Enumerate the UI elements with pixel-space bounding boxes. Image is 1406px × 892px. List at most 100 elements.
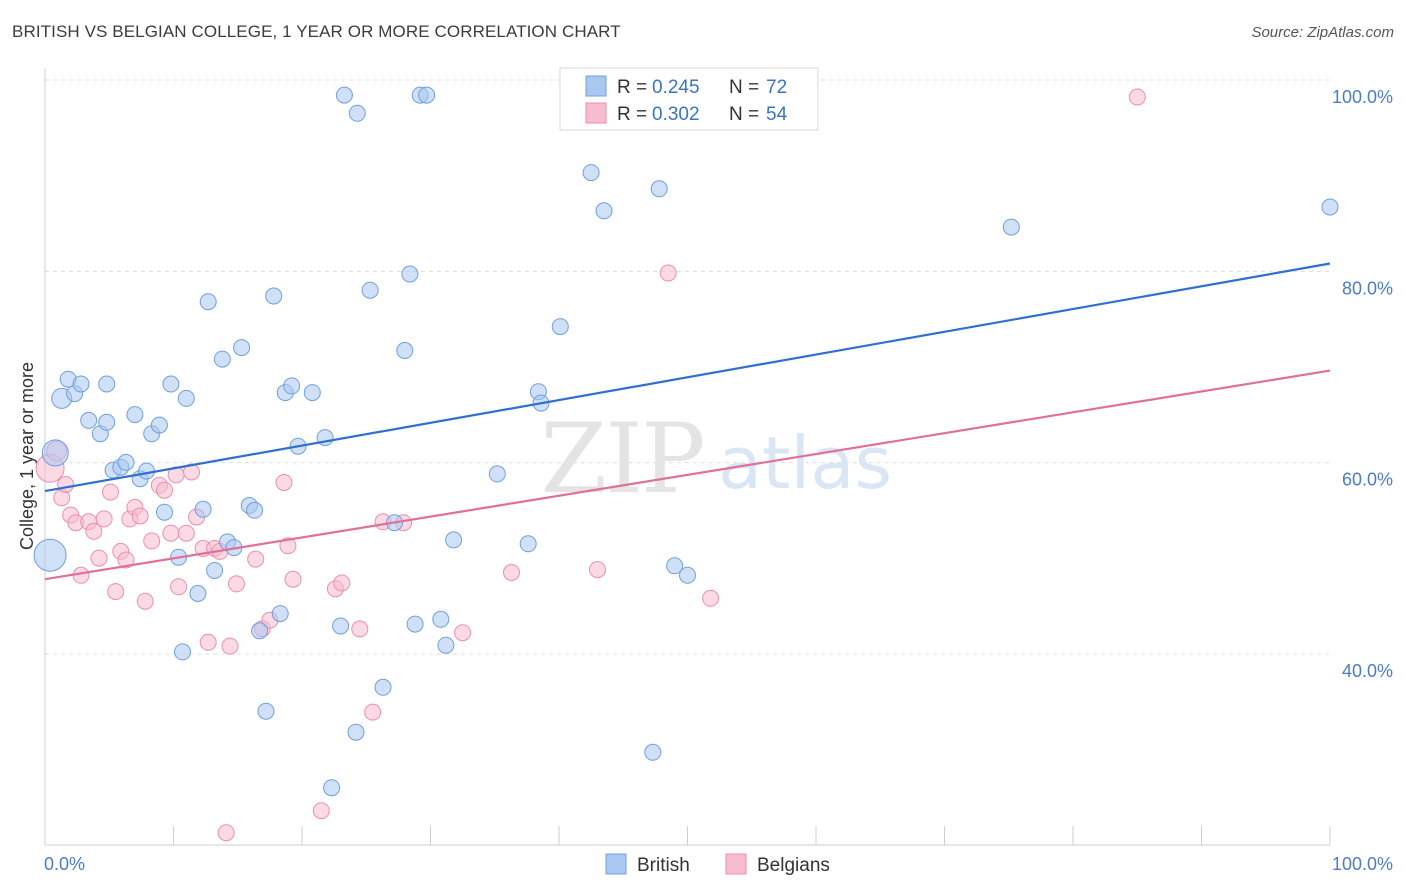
belgian-point-45 [364, 703, 382, 721]
chart-title: BRITISH VS BELGIAN COLLEGE, 1 YEAR OR MO… [12, 22, 621, 41]
belgian-point-39 [279, 537, 297, 555]
british-point-65 [644, 743, 662, 761]
british-point-17 [150, 416, 168, 434]
british-point-55 [432, 610, 450, 628]
british-point-24 [194, 500, 212, 518]
british-point-64 [595, 202, 613, 220]
british-point-62 [551, 318, 569, 336]
belgian-point-44 [351, 620, 369, 638]
british-point-35 [265, 287, 283, 305]
series-legend: British Belgians [605, 853, 830, 876]
belgian-point-51 [659, 264, 677, 282]
british-point-27 [213, 350, 231, 368]
british-point-42 [323, 779, 341, 797]
british-point-18 [156, 503, 173, 521]
british-point-5 [72, 375, 90, 393]
belgian-point-38 [275, 474, 293, 491]
belgian-point-53 [1128, 88, 1146, 106]
british-point-63 [582, 164, 600, 182]
belgian-point-24 [170, 578, 188, 596]
british-point-67 [666, 557, 684, 575]
british-point-32 [246, 501, 263, 519]
british-point-43 [332, 617, 350, 635]
y-tick-label-60: 60.0% [1342, 470, 1393, 490]
british-point-68 [679, 566, 696, 584]
belgian-point-41 [312, 802, 330, 820]
belgian-point-19 [143, 532, 161, 550]
legend-belgian-r-value: 0.302 [652, 104, 700, 125]
british-point-25 [199, 293, 217, 311]
y-tick-label-40: 40.0% [1342, 661, 1393, 681]
british-point-38 [283, 377, 301, 395]
british-point-8 [98, 375, 116, 393]
british-point-30 [233, 339, 251, 357]
y-axis-label: College, 1 year or more [17, 362, 37, 550]
british-point-59 [519, 535, 537, 553]
series-legend-swatch-belgian [725, 853, 747, 875]
british-point-33 [251, 622, 269, 640]
british-trend-line [44, 262, 1331, 493]
british-point-58 [488, 465, 506, 483]
belgian-point-25 [177, 524, 195, 542]
british-point-1 [41, 439, 69, 467]
belgian-point-29 [199, 633, 217, 651]
x-ticks [44, 826, 1331, 845]
series-legend-swatch-british [605, 853, 627, 875]
british-point-66 [650, 180, 668, 198]
british-point-71 [1321, 198, 1339, 216]
legend-swatch-belgian [585, 102, 607, 124]
belgian-point-32 [217, 824, 235, 842]
legend-british-r-label: R = [617, 77, 647, 98]
legend-belgian-n-label: N = [729, 104, 759, 125]
belgian-point-40 [284, 570, 302, 588]
correlation-legend: R = 0.245 N = 72 R = 0.302 N = 54 [559, 67, 819, 131]
british-point-52 [406, 615, 424, 633]
british-point-56 [437, 636, 455, 654]
trend-lines [44, 262, 1331, 581]
watermark-atlas: atlas [718, 421, 892, 505]
series-legend-british-label: British [637, 855, 690, 876]
belgian-point-49 [503, 564, 520, 581]
belgian-point-18 [136, 592, 154, 610]
legend-swatch-british [585, 75, 607, 97]
british-point-54 [418, 86, 436, 104]
belgian-trend-line [44, 369, 1331, 581]
belgian-point-17 [131, 507, 149, 525]
british-point-6 [80, 411, 98, 429]
y-tick-label-100: 100.0% [1332, 87, 1393, 107]
british-point-44 [335, 86, 353, 104]
belgian-point-14 [117, 551, 135, 569]
series-legend-belgian-label: Belgians [757, 855, 830, 876]
belgian-point-11 [102, 483, 119, 501]
chart-source: Source: ZipAtlas.com [1251, 24, 1394, 41]
british-point-23 [189, 585, 207, 602]
british-point-47 [361, 281, 379, 299]
belgian-point-43 [333, 574, 351, 592]
british-point-45 [347, 723, 365, 741]
legend-british-n-label: N = [729, 77, 759, 98]
british-point-34 [257, 702, 275, 720]
british-point-12 [117, 453, 135, 471]
british-point-50 [396, 342, 414, 359]
watermark: ZIP atlas [540, 403, 892, 515]
british-point-51 [401, 265, 419, 283]
belgian-point-48 [454, 624, 472, 642]
legend-british-n-value: 72 [766, 77, 787, 98]
british-point-9 [98, 413, 116, 431]
british-point-19 [162, 375, 180, 393]
x-tick-label-max: 100.0% [1332, 854, 1393, 874]
legend-belgian-r-label: R = [617, 104, 647, 125]
belgian-point-8 [85, 522, 103, 540]
y-tick-labels: 40.0% 60.0% 80.0% 100.0% [1332, 87, 1393, 681]
british-point-57 [445, 531, 463, 549]
y-tick-label-80: 80.0% [1342, 278, 1393, 298]
belgian-point-26 [183, 463, 200, 481]
belgian-point-9 [90, 549, 108, 567]
belgian-point-34 [228, 575, 245, 593]
legend-belgian-n-value: 54 [766, 104, 788, 125]
belgian-point-3 [57, 476, 75, 493]
british-point-26 [206, 562, 224, 579]
belgian-point-33 [221, 637, 239, 655]
british-point-22 [177, 389, 195, 407]
